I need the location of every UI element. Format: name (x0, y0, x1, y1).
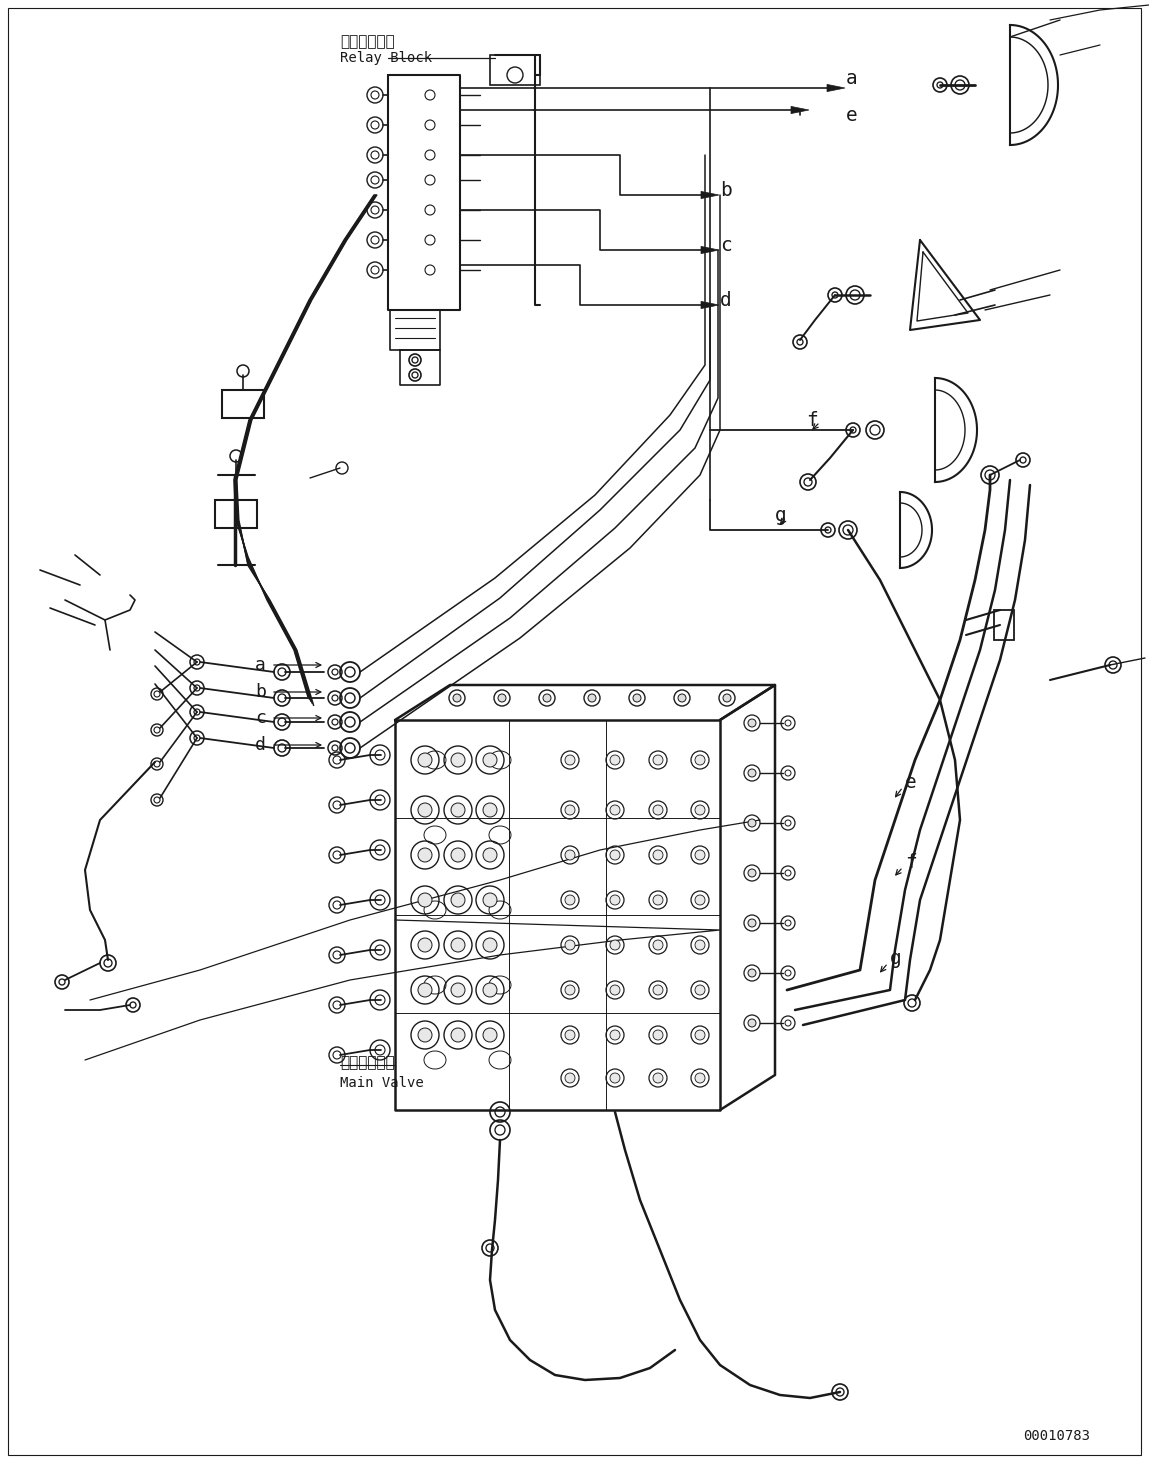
Circle shape (452, 753, 465, 767)
Circle shape (653, 985, 663, 995)
Bar (994, 610, 1015, 639)
Circle shape (565, 805, 574, 815)
Circle shape (483, 849, 498, 862)
Circle shape (483, 892, 498, 907)
Circle shape (452, 892, 465, 907)
Circle shape (695, 1072, 705, 1083)
Text: b: b (720, 180, 732, 199)
Text: f: f (905, 853, 917, 872)
Polygon shape (701, 192, 719, 199)
Circle shape (418, 803, 432, 816)
Circle shape (498, 693, 506, 702)
Circle shape (748, 1020, 756, 1027)
Circle shape (483, 803, 498, 816)
Circle shape (610, 850, 620, 860)
Circle shape (565, 1030, 574, 1040)
Text: g: g (890, 948, 902, 967)
Polygon shape (827, 85, 845, 92)
Circle shape (678, 693, 686, 702)
Circle shape (653, 1072, 663, 1083)
Text: a: a (255, 655, 265, 674)
Polygon shape (701, 246, 719, 253)
Circle shape (748, 718, 756, 727)
Circle shape (610, 941, 620, 949)
Polygon shape (701, 301, 719, 309)
Text: b: b (255, 683, 265, 701)
Circle shape (565, 850, 574, 860)
Circle shape (748, 869, 756, 876)
Circle shape (610, 1030, 620, 1040)
Text: e: e (905, 772, 917, 791)
Circle shape (565, 941, 574, 949)
Circle shape (452, 983, 465, 996)
Text: f: f (805, 411, 818, 430)
Circle shape (695, 1030, 705, 1040)
Circle shape (565, 755, 574, 765)
Circle shape (418, 1028, 432, 1042)
Text: a: a (846, 69, 858, 88)
Bar (489, 56, 540, 85)
Circle shape (483, 1028, 498, 1042)
Circle shape (453, 693, 461, 702)
Circle shape (565, 985, 574, 995)
Circle shape (695, 941, 705, 949)
Text: d: d (720, 291, 732, 310)
Text: 00010783: 00010783 (1023, 1429, 1090, 1443)
Circle shape (653, 850, 663, 860)
Circle shape (452, 938, 465, 952)
Circle shape (653, 755, 663, 765)
Circle shape (653, 1030, 663, 1040)
Polygon shape (791, 107, 809, 114)
Text: 中継ブロック: 中継ブロック (340, 35, 395, 50)
Text: Relay Block: Relay Block (340, 51, 432, 64)
Text: Main Valve: Main Valve (340, 1075, 424, 1090)
Circle shape (452, 1028, 465, 1042)
Text: メインバルブ: メインバルブ (340, 1055, 395, 1071)
Circle shape (418, 938, 432, 952)
Bar (215, 500, 257, 528)
Circle shape (418, 983, 432, 996)
Text: c: c (255, 710, 265, 727)
Circle shape (723, 693, 731, 702)
Circle shape (543, 693, 552, 702)
Circle shape (748, 919, 756, 928)
Circle shape (418, 892, 432, 907)
Text: d: d (255, 736, 265, 753)
Circle shape (653, 941, 663, 949)
Circle shape (483, 753, 498, 767)
Circle shape (588, 693, 596, 702)
Circle shape (452, 803, 465, 816)
Circle shape (565, 895, 574, 906)
Circle shape (610, 985, 620, 995)
Circle shape (695, 895, 705, 906)
Circle shape (695, 850, 705, 860)
Text: e: e (846, 105, 858, 124)
Circle shape (610, 1072, 620, 1083)
Circle shape (695, 985, 705, 995)
Circle shape (610, 805, 620, 815)
Bar (222, 391, 264, 418)
Circle shape (610, 755, 620, 765)
Circle shape (633, 693, 641, 702)
Circle shape (452, 849, 465, 862)
Circle shape (695, 805, 705, 815)
Circle shape (748, 770, 756, 777)
Circle shape (610, 895, 620, 906)
Text: g: g (774, 506, 787, 525)
Circle shape (653, 805, 663, 815)
Circle shape (748, 819, 756, 827)
Circle shape (695, 755, 705, 765)
Text: c: c (720, 236, 732, 255)
Circle shape (483, 938, 498, 952)
Circle shape (653, 895, 663, 906)
Circle shape (483, 983, 498, 996)
Circle shape (418, 753, 432, 767)
Circle shape (748, 969, 756, 977)
Circle shape (565, 1072, 574, 1083)
Circle shape (418, 849, 432, 862)
